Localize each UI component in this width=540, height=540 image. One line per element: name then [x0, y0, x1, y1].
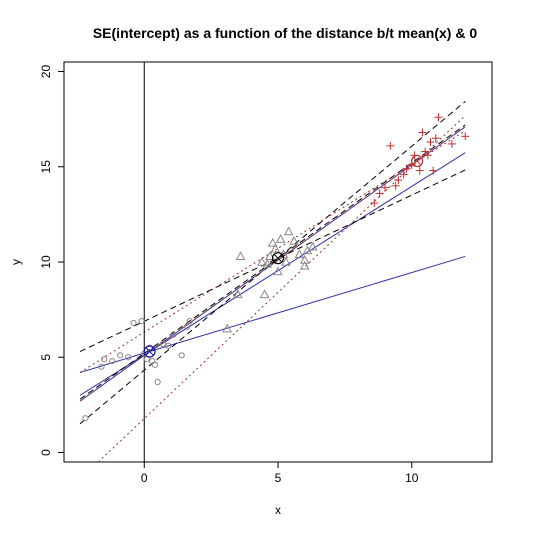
data-point-circle: [170, 331, 177, 338]
data-point-circle: [151, 361, 159, 368]
plot-area-frame: [63, 61, 493, 463]
data-point-plus: [426, 138, 435, 146]
data-point-triangle: [257, 256, 267, 266]
axes-layer: 0 5 10 0 5 10 15 20: [39, 65, 419, 485]
data-point-triangle: [222, 323, 233, 333]
data-point-circle: [130, 319, 137, 327]
mean-x-b: [412, 156, 422, 166]
data-points-layer: [82, 113, 470, 422]
data-point-circle: [101, 356, 108, 363]
data-point-plus: [418, 128, 427, 137]
data-point-plus: [370, 198, 379, 207]
data-point-triangle: [267, 237, 278, 247]
data-point-plus: [423, 151, 432, 160]
data-point-triangle: [273, 266, 283, 276]
mean-markers-layer: [143, 154, 424, 358]
y-tick-label: 15: [39, 160, 53, 174]
data-point-plus: [375, 189, 384, 198]
mean-x-b: [273, 253, 283, 263]
data-point-circle: [186, 317, 193, 325]
data-point-plus: [399, 170, 408, 179]
data-point-plus: [434, 113, 443, 122]
data-point-circle: [109, 357, 116, 365]
data-point-plus: [381, 183, 389, 192]
data-point-circle: [183, 323, 191, 330]
y-axis-label: y: [9, 259, 23, 265]
data-point-triangle: [299, 260, 310, 270]
mean-circle: [143, 345, 156, 358]
mean-marker: [271, 252, 285, 265]
data-point-plus: [447, 139, 456, 148]
x-tick-label: 10: [405, 471, 419, 485]
data-point-circle: [159, 340, 167, 348]
x-axis-label: x: [275, 503, 281, 517]
mean-x-b: [145, 347, 154, 356]
data-point-circle: [82, 415, 89, 422]
data-point-plus: [461, 132, 470, 141]
data-point-plus: [431, 134, 440, 143]
mean-circle: [271, 252, 285, 265]
data-point-triangle: [233, 289, 243, 299]
data-point-plus: [386, 141, 395, 150]
data-point-circle: [125, 354, 132, 361]
confidence-band-lower: [79, 101, 466, 425]
data-point-plus: [429, 166, 438, 175]
data-point-circle: [117, 352, 124, 359]
fit-line: [79, 126, 466, 402]
confidence-band-lower: [97, 115, 466, 462]
data-point-triangle: [270, 243, 281, 253]
data-point-circle: [98, 363, 105, 370]
x-tick-label: 0: [141, 471, 148, 485]
data-point-triangle: [289, 236, 299, 245]
y-tick-label: 5: [39, 354, 53, 361]
data-point-circle: [138, 317, 145, 325]
y-tick-label: 0: [39, 449, 53, 456]
x-tick-label: 5: [275, 471, 282, 485]
data-point-triangle: [235, 251, 246, 260]
data-point-triangle: [275, 234, 286, 243]
data-point-triangle: [283, 226, 294, 236]
data-point-triangle: [265, 251, 275, 260]
fit-line: [79, 124, 466, 400]
data-point-circle: [165, 342, 172, 349]
data-point-plus: [394, 176, 403, 185]
data-point-triangle: [281, 256, 291, 266]
mean-circle: [411, 154, 424, 168]
y-tick-label: 10: [39, 255, 53, 269]
data-point-plus: [415, 166, 424, 175]
data-point-triangle: [307, 241, 318, 251]
data-point-circle: [154, 378, 161, 386]
chart-title: SE(intercept) as a function of the dista…: [93, 25, 477, 41]
data-point-circle: [146, 344, 153, 351]
y-tick-label: 20: [39, 65, 53, 79]
mean-marker: [411, 154, 424, 168]
mean-marker: [143, 345, 156, 358]
confidence-bands-layer: [79, 101, 466, 462]
data-point-triangle: [259, 289, 270, 299]
data-point-triangle: [299, 255, 310, 264]
data-point-triangle: [294, 249, 305, 259]
data-point-plus: [391, 181, 400, 190]
data-point-plus: [402, 164, 411, 173]
data-point-circle: [178, 352, 185, 359]
